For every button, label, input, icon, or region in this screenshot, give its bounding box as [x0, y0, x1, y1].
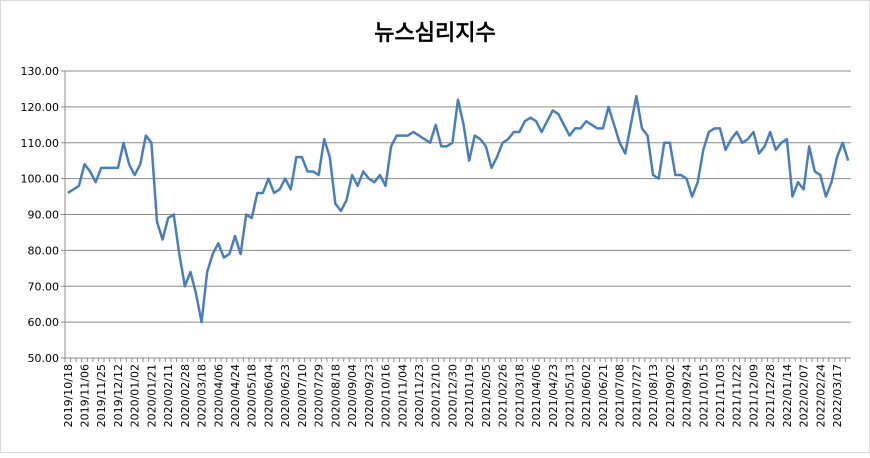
x-tick-label: 2020/06/04 [262, 364, 275, 427]
x-tick-label: 2021/08/13 [647, 364, 660, 427]
x-tick-label: 2020/11/04 [396, 364, 409, 427]
x-tick-label: 2021/04/06 [530, 364, 543, 427]
x-tick-label: 2020/04/24 [229, 364, 242, 427]
x-tick-label: 2021/03/18 [513, 364, 526, 427]
data-line [67, 94, 850, 324]
y-tick-label: 80.00 [28, 244, 60, 257]
x-tick-label: 2021/06/02 [580, 364, 593, 427]
x-tick-label: 2021/10/15 [697, 364, 710, 427]
x-tick-label: 2021/01/19 [463, 364, 476, 427]
x-tick-label: 2021/07/08 [614, 364, 627, 427]
y-tick-label: 100.00 [21, 173, 60, 186]
x-tick-label: 2022/03/17 [831, 364, 844, 427]
y-tick-label: 110.00 [21, 137, 60, 150]
x-tick-label: 2020/08/18 [329, 364, 342, 427]
x-tick-label: 2021/11/22 [731, 364, 744, 427]
x-tick-label: 2020/10/16 [380, 364, 393, 427]
y-tick-label: 90.00 [28, 209, 60, 222]
x-tick-label: 2021/07/27 [630, 364, 643, 427]
x-tick-label: 2021/04/23 [547, 364, 560, 427]
y-tick-label: 50.00 [28, 352, 60, 365]
x-tick-label: 2022/01/14 [781, 364, 794, 427]
x-tick-label: 2021/06/21 [597, 364, 610, 427]
x-tick-label: 2021/12/28 [764, 364, 777, 427]
x-tick-label: 2021/09/02 [664, 364, 677, 427]
x-tick-label: 2020/04/06 [212, 364, 225, 427]
y-tick-label: 130.00 [21, 65, 60, 78]
y-tick-label: 60.00 [28, 316, 60, 329]
x-tick-label: 2019/10/18 [62, 364, 75, 427]
x-tick-label: 2020/02/11 [162, 364, 175, 427]
x-tick-label: 2021/11/03 [714, 364, 727, 427]
x-tick-label: 2020/03/18 [196, 364, 209, 427]
y-tick-label: 70.00 [28, 280, 60, 293]
x-tick-label: 2022/02/07 [798, 364, 811, 427]
x-tick-label: 2020/11/23 [413, 364, 426, 427]
x-tick-label: 2019/11/06 [79, 364, 92, 427]
x-tick-label: 2020/12/30 [446, 364, 459, 427]
x-tick-label: 2020/01/21 [145, 364, 158, 427]
x-tick-label: 2021/02/05 [480, 364, 493, 427]
x-tick-label: 2020/02/28 [179, 364, 192, 427]
x-tick-label: 2022/02/24 [814, 364, 827, 427]
x-tick-label: 2019/12/12 [112, 364, 125, 427]
x-tick-label: 2020/05/18 [246, 364, 259, 427]
x-tick-label: 2020/09/04 [346, 364, 359, 427]
x-tick-label: 2020/12/10 [430, 364, 443, 427]
x-tick-label: 2020/07/29 [313, 364, 326, 427]
x-tick-label: 2020/06/23 [279, 364, 292, 427]
x-tick-label: 2019/11/25 [95, 364, 108, 427]
x-tick-label: 2021/09/24 [681, 364, 694, 427]
x-tick-label: 2020/09/23 [363, 364, 376, 427]
x-tick-label: 2020/01/02 [129, 364, 142, 427]
x-tick-label: 2020/07/10 [296, 364, 309, 427]
x-tick-label: 2021/05/13 [563, 364, 576, 427]
x-tick-label: 2021/02/26 [497, 364, 510, 427]
x-tick-label: 2021/12/09 [747, 364, 760, 427]
y-tick-label: 120.00 [21, 101, 60, 114]
chart-title: 뉴스심리지수 [374, 21, 495, 46]
